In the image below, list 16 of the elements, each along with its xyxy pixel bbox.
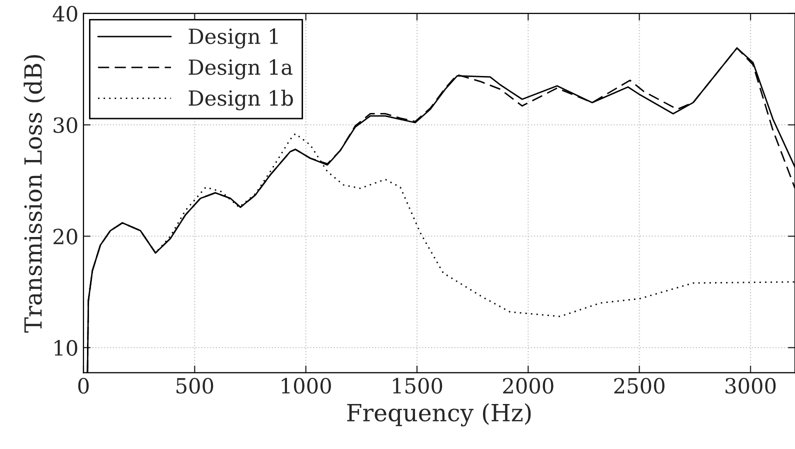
legend-label: Design 1b xyxy=(188,90,293,110)
x-tick-label: 0 xyxy=(78,378,89,394)
x-tick-label: 2000 xyxy=(503,378,554,394)
x-tick-label: 2500 xyxy=(614,378,664,394)
x-axis-title: Frequency (Hz) xyxy=(347,403,531,426)
x-tick-label: 3000 xyxy=(726,378,776,394)
y-tick-label: 20 xyxy=(54,228,78,244)
y-tick-label: 40 xyxy=(52,6,78,22)
legend-label: Design 1a xyxy=(188,59,292,80)
y-tick-label: 30 xyxy=(54,117,78,134)
legend-label: Design 1 xyxy=(188,28,278,49)
x-tick-label: 1500 xyxy=(393,378,442,394)
x-tick-label: 500 xyxy=(176,378,214,394)
x-tick-label: 1000 xyxy=(282,378,331,394)
y-tick-label: 10 xyxy=(54,340,78,356)
y-axis-title: Transmission Loss (dB) xyxy=(24,55,46,333)
